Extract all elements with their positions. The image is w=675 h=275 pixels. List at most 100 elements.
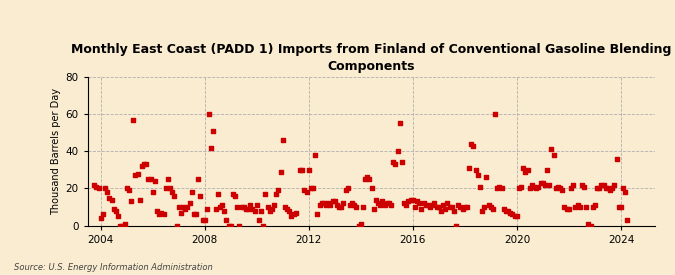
Point bbox=[154, 212, 165, 217]
Point bbox=[562, 207, 572, 211]
Point bbox=[277, 138, 288, 142]
Point bbox=[485, 205, 496, 209]
Point bbox=[616, 205, 626, 209]
Point bbox=[503, 208, 514, 213]
Point bbox=[388, 160, 399, 164]
Point bbox=[219, 208, 230, 213]
Point bbox=[195, 194, 206, 198]
Title: Monthly East Coast (PADD 1) Imports from Finland of Conventional Gasoline Blendi: Monthly East Coast (PADD 1) Imports from… bbox=[71, 43, 672, 73]
Point bbox=[206, 145, 217, 150]
Point bbox=[188, 212, 199, 217]
Point bbox=[578, 184, 589, 189]
Point bbox=[583, 221, 594, 226]
Point bbox=[609, 183, 620, 187]
Point bbox=[505, 210, 516, 215]
Point bbox=[416, 207, 427, 211]
Point bbox=[100, 186, 111, 191]
Point bbox=[186, 190, 197, 194]
Point bbox=[396, 160, 407, 164]
Point bbox=[507, 212, 518, 217]
Point bbox=[243, 207, 254, 211]
Point bbox=[383, 201, 394, 205]
Point bbox=[429, 201, 440, 205]
Point bbox=[464, 166, 475, 170]
Point bbox=[284, 208, 295, 213]
Point bbox=[622, 218, 633, 222]
Point bbox=[165, 186, 176, 191]
Text: Source: U.S. Energy Information Administration: Source: U.S. Energy Information Administ… bbox=[14, 263, 212, 272]
Point bbox=[136, 164, 147, 168]
Point bbox=[95, 216, 106, 220]
Point bbox=[240, 207, 251, 211]
Point bbox=[568, 183, 578, 187]
Point bbox=[466, 142, 477, 146]
Point bbox=[317, 201, 327, 205]
Point bbox=[245, 203, 256, 207]
Point bbox=[401, 203, 412, 207]
Point bbox=[512, 214, 522, 218]
Point bbox=[204, 112, 215, 116]
Point bbox=[605, 188, 616, 192]
Point bbox=[102, 190, 113, 194]
Point bbox=[304, 167, 315, 172]
Point bbox=[128, 117, 138, 122]
Point bbox=[208, 129, 219, 133]
Point bbox=[139, 162, 150, 166]
Point bbox=[531, 186, 542, 191]
Point bbox=[524, 186, 535, 191]
Point bbox=[367, 186, 377, 191]
Point bbox=[325, 203, 336, 207]
Point bbox=[124, 188, 134, 192]
Point bbox=[360, 177, 371, 181]
Point bbox=[273, 188, 284, 192]
Point bbox=[236, 205, 247, 209]
Point bbox=[548, 153, 559, 157]
Point bbox=[399, 201, 410, 205]
Point bbox=[518, 166, 529, 170]
Point bbox=[375, 203, 385, 207]
Point bbox=[184, 201, 195, 205]
Point bbox=[282, 207, 293, 211]
Point bbox=[581, 205, 592, 209]
Point bbox=[371, 197, 381, 202]
Point bbox=[193, 177, 204, 181]
Point bbox=[141, 162, 152, 166]
Point bbox=[381, 201, 392, 205]
Point bbox=[247, 207, 258, 211]
Point bbox=[323, 201, 333, 205]
Point bbox=[221, 218, 232, 222]
Point bbox=[173, 205, 184, 209]
Point bbox=[607, 186, 618, 191]
Point bbox=[340, 188, 351, 192]
Point bbox=[614, 205, 624, 209]
Point bbox=[570, 205, 580, 209]
Point bbox=[472, 173, 483, 178]
Point bbox=[514, 186, 524, 191]
Point bbox=[329, 199, 340, 204]
Point bbox=[225, 223, 236, 228]
Point bbox=[122, 186, 132, 191]
Point bbox=[344, 203, 355, 207]
Point bbox=[587, 205, 598, 209]
Point bbox=[510, 214, 520, 218]
Point bbox=[217, 203, 227, 207]
Point bbox=[585, 223, 596, 228]
Point bbox=[149, 179, 160, 183]
Point bbox=[564, 207, 574, 211]
Point bbox=[423, 203, 433, 207]
Point bbox=[351, 205, 362, 209]
Point bbox=[269, 203, 279, 207]
Point bbox=[458, 207, 468, 211]
Point bbox=[256, 208, 267, 213]
Point bbox=[603, 186, 614, 191]
Point bbox=[354, 223, 364, 228]
Point bbox=[156, 210, 167, 215]
Point bbox=[410, 205, 421, 209]
Point bbox=[254, 218, 265, 222]
Point bbox=[572, 203, 583, 207]
Point bbox=[591, 186, 602, 191]
Point bbox=[260, 192, 271, 196]
Point bbox=[295, 167, 306, 172]
Point bbox=[414, 201, 425, 205]
Point bbox=[446, 205, 457, 209]
